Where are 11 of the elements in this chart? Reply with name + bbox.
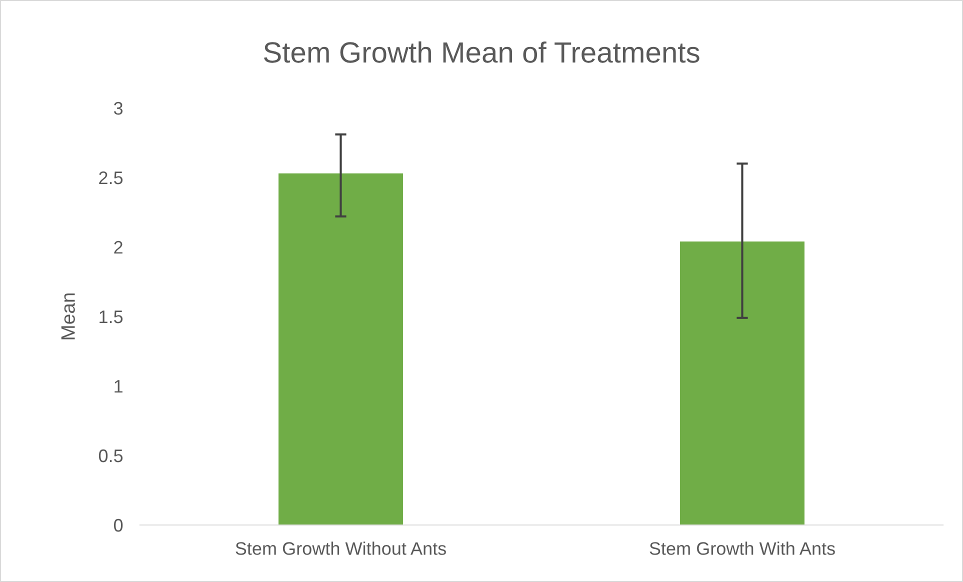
y-tick-label: 2.5 xyxy=(99,171,123,184)
chart-title: Stem Growth Mean of Treatments xyxy=(264,41,700,63)
x-tick-label: Stem Growth With Ants xyxy=(650,542,835,555)
x-tick-label: Stem Growth Without Ants xyxy=(236,542,446,555)
y-axis-title: Mean xyxy=(61,293,75,340)
y-tick-label: 1 xyxy=(114,380,122,393)
y-tick-label: 2 xyxy=(114,240,122,254)
y-tick-label: 0 xyxy=(114,518,123,532)
y-tick-label: 3 xyxy=(114,102,123,115)
y-tick-label: 1.5 xyxy=(100,310,123,324)
y-tick-label: 0.5 xyxy=(98,449,123,462)
